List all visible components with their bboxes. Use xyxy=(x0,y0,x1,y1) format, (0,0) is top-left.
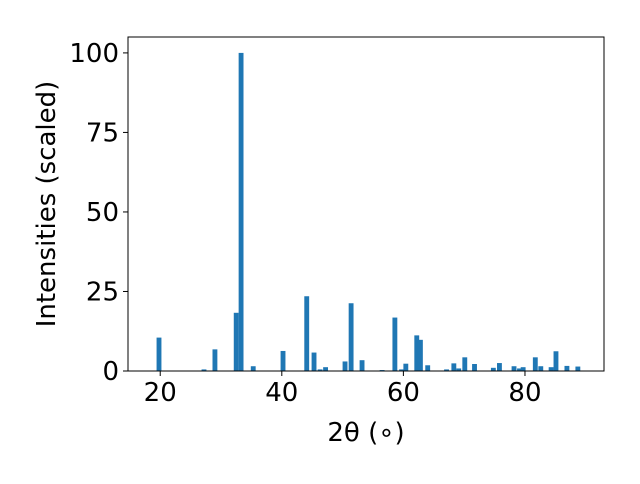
bar xyxy=(359,360,365,371)
bar xyxy=(323,367,329,371)
y-axis-label: Intensities (scaled) xyxy=(32,81,62,328)
bar xyxy=(317,369,323,371)
bar xyxy=(517,368,522,371)
x-axis-label: 2θ (∘) xyxy=(327,418,404,448)
bar xyxy=(201,369,207,371)
plot-frame xyxy=(127,36,605,372)
bar xyxy=(417,339,423,371)
bar xyxy=(532,357,538,371)
bar xyxy=(456,368,462,371)
x-tick-label: 40 xyxy=(265,378,298,408)
bar xyxy=(399,369,404,371)
bar xyxy=(233,312,239,371)
bar xyxy=(538,366,544,371)
y-tick-label: 50 xyxy=(86,198,119,228)
bar xyxy=(520,367,526,371)
bar xyxy=(564,365,570,371)
bar xyxy=(490,367,496,371)
bar xyxy=(342,361,348,371)
bar xyxy=(472,364,477,371)
bar xyxy=(238,52,244,372)
y-tick-label: 0 xyxy=(102,357,119,387)
y-tick-label: 75 xyxy=(86,118,119,148)
bar xyxy=(451,363,457,371)
bar xyxy=(280,350,286,371)
bar xyxy=(425,365,431,371)
bar xyxy=(444,369,449,371)
bar xyxy=(553,351,559,371)
bar xyxy=(304,296,310,371)
bar xyxy=(392,317,398,371)
bar xyxy=(511,366,517,371)
x-tick-label: 20 xyxy=(144,378,177,408)
bar xyxy=(311,352,317,371)
bar xyxy=(414,335,420,371)
bar xyxy=(548,367,554,371)
bar xyxy=(575,366,581,371)
y-tick-label: 25 xyxy=(86,277,119,307)
bar xyxy=(156,337,162,371)
bar xyxy=(348,303,354,371)
bar xyxy=(250,366,256,371)
x-tick-label: 80 xyxy=(508,378,541,408)
bar xyxy=(497,363,502,371)
bar xyxy=(403,363,409,371)
bar xyxy=(462,357,468,371)
x-tick-label: 60 xyxy=(387,378,420,408)
bar xyxy=(212,349,218,371)
y-tick-label: 100 xyxy=(69,39,119,69)
